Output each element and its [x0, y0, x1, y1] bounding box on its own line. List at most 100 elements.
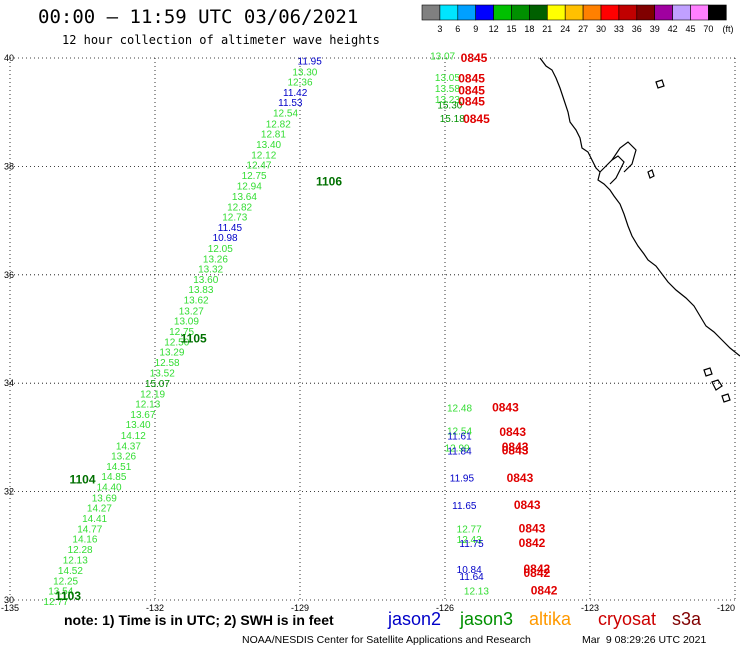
map-grid: [9, 57, 736, 601]
swh-value: 12.82: [227, 202, 252, 213]
swh-value: 12.13: [135, 400, 160, 411]
pass-time-label: 0842: [519, 536, 546, 550]
scale-label: 30: [596, 24, 606, 34]
swh-value: 14.37: [116, 441, 141, 452]
scale-label: 70: [703, 24, 713, 34]
swh-value: 13.05: [435, 73, 460, 84]
swh-value: 12.43: [457, 535, 482, 546]
page-subtitle: 12 hour collection of altimeter wave hei…: [62, 33, 380, 47]
swh-track-labels: 11.9513.3012.3611.4211.5312.5412.8212.81…: [43, 57, 322, 608]
lat-tick-label: 34: [4, 378, 14, 388]
footer-timestamp: Mar 9 08:29:26 UTC 2021: [582, 634, 707, 646]
track-time-label: 1103: [55, 589, 81, 603]
coastline-path: [539, 57, 740, 357]
pass-time-label: 0843: [499, 425, 526, 439]
swh-value: 15.18: [440, 114, 465, 125]
swh-value: 13.07: [430, 52, 455, 63]
legend-jason2: jason2: [388, 609, 442, 629]
latitude-labels: 40 38 36 34 32 30: [4, 53, 14, 605]
pass-time-label: 0843: [514, 498, 541, 512]
swh-value: 12.77: [43, 597, 68, 608]
swh-value: 10.98: [213, 233, 238, 244]
swh-value: 14.85: [101, 472, 126, 483]
swh-value: 13.32: [198, 265, 223, 276]
swh-value: 12.13: [63, 556, 88, 567]
swh-value: 10.84: [457, 565, 482, 576]
scale-label: 24: [560, 24, 570, 34]
island-path-3: [711, 379, 723, 391]
swh-value: 12.82: [266, 119, 291, 130]
sf-bay-path: [599, 155, 625, 185]
scale-label: 9: [473, 24, 478, 34]
island-path-5: [703, 367, 713, 377]
swh-value: 11.95: [298, 57, 323, 68]
swh-value: 15.07: [145, 379, 170, 390]
swh-value: 12.77: [457, 524, 482, 535]
swh-value: 14.27: [87, 504, 112, 515]
swh-value: 13.64: [232, 192, 257, 203]
track-time-label: 1104: [69, 472, 95, 486]
swh-value: 13.60: [193, 275, 218, 286]
page-title: 00:00 – 11:59 UTC 03/06/2021: [38, 6, 359, 28]
swh-value: 13.67: [130, 410, 155, 421]
pass-time-label: 0843: [492, 400, 519, 414]
swh-value: 12.54: [447, 427, 472, 438]
swh-value: 11.64: [459, 572, 484, 583]
pass-time-label: 0843: [502, 440, 529, 454]
swh-value: 12.75: [242, 171, 267, 182]
swh-value: 14.52: [58, 566, 83, 577]
pass-time-label: 0843: [502, 444, 529, 458]
lat-tick-label: 40: [4, 53, 14, 63]
swh-value: 13.62: [184, 296, 209, 307]
swh-value: 13.26: [203, 254, 228, 265]
swh-value: 12.75: [169, 327, 194, 338]
scale-label: 18: [524, 24, 534, 34]
lon-tick-label: -132: [146, 603, 164, 613]
swh-value: 12.47: [246, 161, 271, 172]
swh-value: 12.25: [53, 576, 78, 587]
scale-label: 15: [506, 24, 516, 34]
swh-value: 11.84: [447, 447, 472, 458]
swh-value: 12.50: [164, 337, 189, 348]
swh-value: 13.29: [159, 348, 184, 359]
swh-value: 11.42: [283, 88, 308, 99]
pass-time-label: 0842: [523, 566, 550, 580]
swh-value: 13.26: [111, 452, 136, 463]
swh-value: 12.28: [68, 545, 93, 556]
island-path-4: [721, 393, 731, 403]
track-time-label: 1106: [316, 174, 342, 188]
footer-credit: NOAA/NESDIS Center for Satellite Applica…: [242, 634, 531, 646]
swh-value: 13.09: [174, 317, 199, 328]
lon-tick-label: -120: [717, 603, 735, 613]
scale-label: 6: [455, 24, 460, 34]
swh-value: 12.54: [273, 109, 298, 120]
swh-value: 11.65: [452, 501, 477, 512]
pass-time-label: 0842: [523, 562, 550, 576]
swh-value: 13.69: [92, 493, 117, 504]
swh-value: 13.40: [126, 420, 151, 431]
scale-label: 21: [542, 24, 552, 34]
lon-tick-label: -135: [1, 603, 19, 613]
lon-tick-label: -129: [291, 603, 309, 613]
swh-value: 14.51: [106, 462, 131, 473]
swh-value: 14.41: [82, 514, 107, 525]
swh-value: 12.94: [237, 182, 262, 193]
scale-label: 36: [632, 24, 642, 34]
swh-value: 13.54: [48, 587, 73, 598]
swh-value: 13.40: [256, 140, 281, 151]
swh-value: 12.19: [140, 389, 165, 400]
lon-tick-label: -126: [436, 603, 454, 613]
lat-tick-label: 38: [4, 161, 14, 171]
scale-label: 27: [578, 24, 588, 34]
swh-value: 12.81: [261, 130, 286, 141]
california-coastline: [539, 57, 740, 403]
pass-time-label: 0845: [458, 71, 485, 85]
swh-value: 14.16: [72, 535, 97, 546]
swh-value: 14.40: [97, 483, 122, 494]
swh-value: 12.36: [287, 78, 312, 89]
time-labels: 1106110511041103084508450845084508450843…: [55, 51, 558, 603]
swh-value: 13.58: [435, 84, 460, 95]
scale-label: 33: [614, 24, 624, 34]
track-time-label: 1105: [181, 332, 207, 346]
island-path-2: [647, 169, 655, 179]
